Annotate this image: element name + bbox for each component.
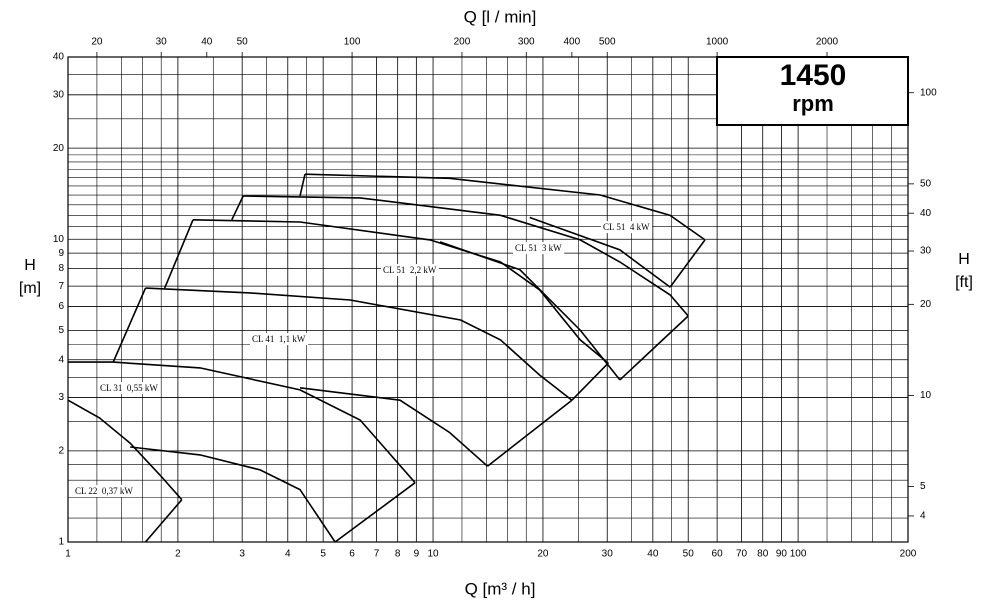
curve-label-bg — [73, 485, 136, 498]
y2-tick-label: 40 — [920, 208, 932, 219]
y-tick-label: 8 — [58, 263, 64, 274]
y2-tick-label: 50 — [920, 179, 932, 190]
x-tick-label: 5 — [320, 549, 326, 560]
y-tick-label: 1 — [58, 537, 64, 548]
curve-label: CL 22 0,37 kW — [75, 486, 133, 496]
x-tick-label: 90 — [776, 549, 788, 560]
curve-label: CL 51 3 kW — [515, 243, 562, 253]
x-tick-label: 50 — [683, 549, 695, 560]
curve-label-bg — [98, 382, 161, 395]
plot-frame — [67, 56, 909, 543]
pump-curve — [192, 219, 609, 364]
pump-curve — [299, 387, 489, 467]
pump-curve — [231, 195, 244, 221]
y2-axis-title: H — [958, 251, 970, 268]
y-tick-label: 30 — [53, 89, 65, 100]
pump-curve — [619, 315, 689, 381]
rpm-box — [716, 56, 909, 126]
y2-tick-label: 4 — [920, 511, 926, 522]
y2-tick-label: 5 — [920, 481, 926, 492]
x2-tick-label: 400 — [564, 37, 581, 48]
y-tick-label: 9 — [58, 248, 64, 259]
x-axis-title: Q [m³ / h] — [465, 579, 536, 598]
pump-curve — [112, 287, 147, 363]
x-tick-label: 9 — [414, 549, 420, 560]
x-tick-label: 8 — [395, 549, 401, 560]
x-tick-label: 200 — [900, 549, 917, 560]
x-tick-label: 40 — [647, 549, 659, 560]
pump-curve — [243, 195, 689, 317]
y2-tick-label: 20 — [920, 299, 932, 310]
x-tick-label: 30 — [602, 549, 614, 560]
curve-label-bg — [250, 333, 308, 346]
x2-tick-label: 500 — [599, 37, 616, 48]
curve-label-bg — [381, 264, 439, 277]
y2-tick-label: 30 — [920, 246, 932, 257]
y-axis-title: H — [24, 257, 36, 274]
x-tick-label: 100 — [790, 549, 807, 560]
y-tick-label: 3 — [58, 392, 64, 403]
x-tick-label: 3 — [239, 549, 245, 560]
y-tick-label: 4 — [58, 354, 64, 365]
top-axis-title: Q [l / min] — [464, 7, 537, 26]
y-tick-label: 10 — [53, 234, 65, 245]
x2-tick-label: 30 — [156, 37, 168, 48]
y2-axis-title: [ft] — [955, 274, 973, 291]
y-tick-label: 6 — [58, 301, 64, 312]
x-tick-label: 4 — [285, 549, 291, 560]
y-tick-label: 20 — [53, 143, 65, 154]
pump-curve — [669, 239, 706, 288]
x-tick-label: 6 — [349, 549, 355, 560]
pump-curve — [334, 482, 416, 543]
rpm-unit: rpm — [792, 91, 834, 116]
pump-curve — [529, 216, 671, 288]
x-tick-label: 60 — [712, 549, 724, 560]
x-tick-label: 80 — [757, 549, 769, 560]
curve-label: CL 31 0,55 kW — [100, 383, 158, 393]
x-tick-label: 7 — [374, 549, 380, 560]
pump-curve — [145, 287, 573, 401]
pump-curve — [130, 446, 336, 543]
x-tick-label: 20 — [537, 549, 549, 560]
y-tick-label: 7 — [58, 281, 64, 292]
y-tick-label: 40 — [53, 52, 65, 63]
curve-label-bg — [513, 242, 565, 255]
y-tick-label: 5 — [58, 325, 64, 336]
x2-tick-label: 40 — [201, 37, 213, 48]
y-axis-title: [m] — [19, 280, 41, 297]
pump-curve — [144, 499, 183, 543]
x-tick-label: 10 — [427, 549, 439, 560]
x2-tick-label: 20 — [91, 37, 103, 48]
rpm-value: 1450 — [780, 59, 847, 92]
pump-curve — [299, 174, 306, 197]
x2-tick-label: 50 — [237, 37, 249, 48]
x2-tick-label: 100 — [344, 37, 361, 48]
y2-tick-label: 10 — [920, 390, 932, 401]
curve-label: CL 41 1,1 kW — [252, 334, 306, 344]
pump-curve — [67, 399, 183, 501]
x-tick-label: 70 — [736, 549, 748, 560]
y-tick-label: 2 — [58, 446, 64, 457]
pump-curve — [163, 219, 194, 289]
pump-curve — [439, 241, 621, 381]
curve-label: CL 51 2,2 kW — [383, 265, 437, 275]
pump-curve — [571, 362, 609, 401]
x2-tick-label: 200 — [454, 37, 471, 48]
x2-tick-label: 2000 — [816, 37, 839, 48]
curve-label-bg — [601, 221, 653, 234]
x-tick-label: 2 — [175, 549, 181, 560]
x2-tick-label: 1000 — [706, 37, 729, 48]
curve-label: CL 51 4 kW — [603, 222, 650, 232]
y2-tick-label: 100 — [920, 87, 937, 98]
x2-tick-label: 300 — [518, 37, 535, 48]
x-tick-label: 1 — [65, 549, 71, 560]
pump-curve — [304, 173, 706, 241]
pump-curve — [68, 361, 416, 484]
pump-curve — [487, 399, 573, 467]
